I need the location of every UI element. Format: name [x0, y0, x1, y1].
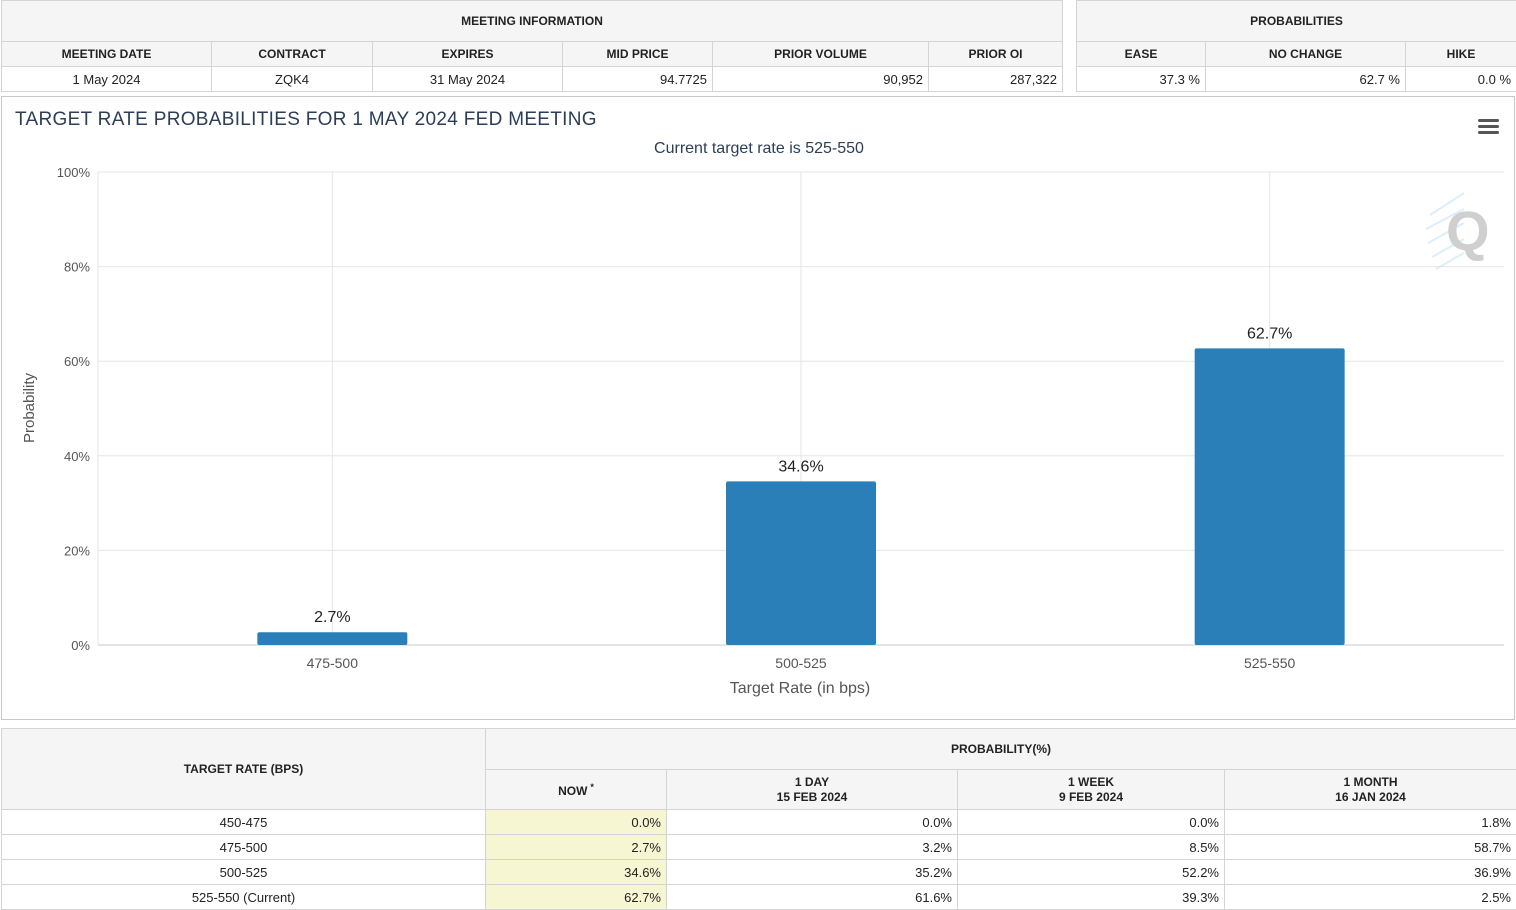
probabilities-table: PROBABILITIES EASE NO CHANGE HIKE 37.3 %… [1075, 0, 1516, 92]
now-probability-cell: 34.6% [485, 859, 667, 885]
ease-value: 37.3 % [1076, 66, 1206, 92]
probability-cell: 36.9% [1224, 859, 1516, 885]
bar-475-500[interactable] [257, 632, 408, 645]
mid-price-value: 94.7725 [562, 66, 713, 92]
one-week-label: 1 WEEK [1067, 774, 1114, 789]
now-probability-cell: 62.7% [485, 884, 667, 910]
y-tick-label: 80% [64, 260, 90, 275]
probability-cell: 0.0% [957, 809, 1225, 835]
table-row: 450-475 0.0% 0.0% 0.0% 1.8% [1, 809, 1516, 835]
meeting-information-title: MEETING INFORMATION [1, 0, 1063, 42]
y-tick-label: 0% [71, 638, 90, 653]
expires-header: EXPIRES [372, 41, 563, 67]
probability-cell: 52.2% [957, 859, 1225, 885]
probability-cell: 39.3% [957, 884, 1225, 910]
target-rate-header: TARGET RATE (BPS) [1, 728, 486, 810]
probability-cell: 0.0% [666, 809, 958, 835]
one-month-date: 16 JAN 2024 [1335, 789, 1406, 804]
table-row: 500-525 34.6% 35.2% 52.2% 36.9% [1, 859, 1516, 885]
expires-value: 31 May 2024 [372, 66, 563, 92]
prior-oi-value: 287,322 [928, 66, 1063, 92]
y-axis-title: Probability [21, 372, 38, 443]
meeting-date-header: MEETING DATE [1, 41, 212, 67]
now-probability-cell: 0.0% [485, 809, 667, 835]
bars [257, 348, 1345, 645]
probability-cell: 35.2% [666, 859, 958, 885]
meeting-information-table: MEETING INFORMATION MEETING DATE CONTRAC… [1, 0, 1063, 92]
probability-cell: 1.8% [1224, 809, 1516, 835]
x-tick-label: 500-525 [775, 655, 827, 671]
probability-group-header: PROBABILITY(%) [485, 728, 1516, 770]
chart-title: TARGET RATE PROBABILITIES FOR 1 MAY 2024… [15, 109, 597, 130]
mid-price-header: MID PRICE [562, 41, 713, 67]
prior-volume-value: 90,952 [712, 66, 929, 92]
hike-header: HIKE [1404, 41, 1516, 67]
now-probability-cell: 2.7% [485, 834, 667, 860]
now-footnote-mark: * [590, 782, 594, 792]
table-row: 475-500 2.7% 3.2% 8.5% 58.7% [1, 834, 1516, 860]
one-week-date: 9 FEB 2024 [1058, 789, 1124, 804]
target-rate-cell: 500-525 [1, 859, 486, 885]
ease-header: EASE [1076, 41, 1206, 67]
chart-canvas: TARGET RATE PROBABILITIES FOR 1 MAY 2024… [15, 109, 1504, 697]
y-tick-label: 100% [57, 165, 91, 180]
no-change-header: NO CHANGE [1205, 41, 1406, 67]
chart-subtitle: Current target rate is 525-550 [654, 140, 864, 157]
probabilities-title: PROBABILITIES [1075, 0, 1516, 42]
meeting-date-value: 1 May 2024 [1, 66, 212, 92]
bar-data-label: 62.7% [1247, 325, 1292, 342]
watermark-q: Q [1446, 199, 1490, 262]
hamburger-menu-icon[interactable] [1472, 113, 1504, 141]
target-rate-cell: 525-550 (Current) [1, 884, 486, 910]
prior-oi-header: PRIOR OI [928, 41, 1063, 67]
prior-volume-header: PRIOR VOLUME [712, 41, 929, 67]
bar-500-525[interactable] [726, 481, 876, 645]
one-month-label: 1 MONTH [1343, 774, 1398, 789]
contract-value: ZQK4 [211, 66, 373, 92]
probability-history-table: TARGET RATE (BPS) PROBABILITY(%) NOW * 1 … [1, 728, 1516, 910]
bar-data-label: 34.6% [778, 458, 823, 475]
x-tick-label: 525-550 [1244, 655, 1296, 671]
bar-data-label: 2.7% [314, 609, 350, 626]
probability-history-rows: 450-475 0.0% 0.0% 0.0% 1.8% 475-500 2.7% 3.2% 8.… [1, 809, 1516, 910]
one-day-label: 1 DAY [794, 774, 830, 789]
one-month-column-header: 1 MONTH 16 JAN 2024 [1224, 769, 1516, 810]
probability-cell: 61.6% [666, 884, 958, 910]
no-change-value: 62.7 % [1205, 66, 1406, 92]
now-label: NOW [558, 784, 588, 798]
one-day-column-header: 1 DAY 15 FEB 2024 [666, 769, 958, 810]
probability-cell: 58.7% [1224, 834, 1516, 860]
y-tick-label: 40% [64, 449, 90, 464]
probability-cell: 3.2% [666, 834, 958, 860]
target-rate-chart: TARGET RATE PROBABILITIES FOR 1 MAY 2024… [1, 96, 1515, 720]
chart-labels: 0% 20% 40% 60% 80% 100% 2.7% 475-500 34.6% 500-52… [57, 165, 1296, 671]
table-row: 525-550 (Current) 62.7% 61.6% 39.3% 2.5% [1, 884, 1516, 910]
probability-cell: 8.5% [957, 834, 1225, 860]
x-axis-title: Target Rate (in bps) [730, 680, 871, 697]
target-rate-cell: 450-475 [1, 809, 486, 835]
one-day-date: 15 FEB 2024 [776, 789, 848, 804]
bar-525-550[interactable] [1194, 348, 1345, 645]
y-tick-label: 20% [64, 543, 90, 558]
contract-header: CONTRACT [211, 41, 373, 67]
one-week-column-header: 1 WEEK 9 FEB 2024 [957, 769, 1225, 810]
x-tick-label: 475-500 [307, 655, 359, 671]
target-rate-cell: 475-500 [1, 834, 486, 860]
cme-q-logo-icon: Q [1425, 192, 1490, 270]
probability-cell: 2.5% [1224, 884, 1516, 910]
now-column-header: NOW * [485, 769, 667, 810]
hike-value: 0.0 % [1404, 66, 1516, 92]
y-tick-label: 60% [64, 354, 90, 369]
